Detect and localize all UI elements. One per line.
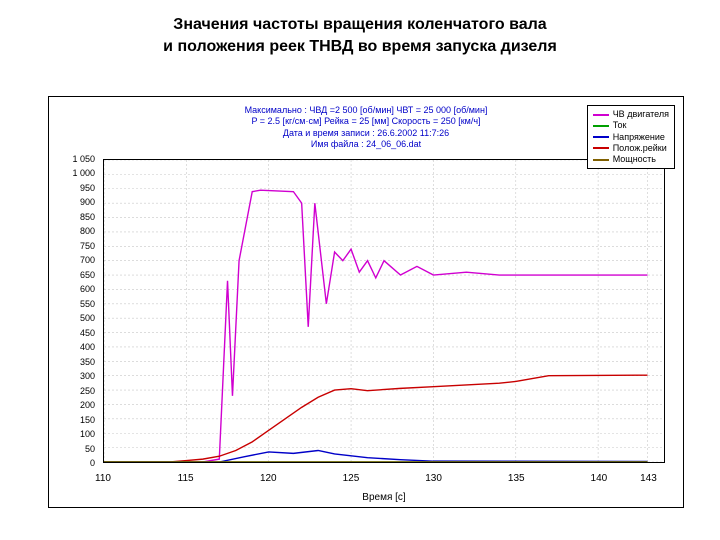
y-tick-label: 300 (80, 371, 95, 381)
y-tick-label: 700 (80, 255, 95, 265)
y-tick-label: 850 (80, 212, 95, 222)
y-tick-label: 0 (90, 458, 95, 468)
y-tick-label: 950 (80, 183, 95, 193)
legend-swatch-icon (593, 125, 609, 127)
y-tick-label: 650 (80, 270, 95, 280)
y-tick-label: 1 000 (72, 168, 95, 178)
x-axis-label: Время [с] (362, 492, 405, 503)
plot-svg (104, 160, 664, 462)
series-rpm (104, 190, 648, 462)
legend-swatch-icon (593, 159, 609, 161)
chart-container: Максимально : ЧВД =2 500 [об/мин] ЧВТ = … (48, 96, 684, 508)
y-tick-label: 50 (85, 444, 95, 454)
y-tick-label: 400 (80, 342, 95, 352)
x-tick-label: 130 (425, 473, 442, 484)
legend-label: Мощность (613, 154, 656, 165)
y-tick-label: 1 050 (72, 154, 95, 164)
x-tick-label: 125 (343, 473, 360, 484)
y-tick-label: 750 (80, 241, 95, 251)
legend-label: Напряжение (613, 132, 665, 143)
y-tick-label: 200 (80, 400, 95, 410)
y-tick-label: 250 (80, 386, 95, 396)
page-title: Значения частоты вращения коленчатого ва… (0, 0, 720, 57)
plot-area (103, 159, 665, 463)
legend-swatch-icon (593, 147, 609, 149)
x-tick-label: 115 (178, 473, 194, 484)
legend-item: Ток (593, 120, 669, 131)
x-tick-label: 110 (95, 473, 111, 484)
title-line-2: и положения реек ТНВД во время запуска д… (0, 36, 720, 58)
y-tick-label: 500 (80, 313, 95, 323)
legend-item: Мощность (593, 154, 669, 165)
y-axis-ticks: 0501001502002503003504004505005506006507… (49, 159, 99, 463)
legend-item: ЧВ двигателя (593, 109, 669, 120)
legend-label: Ток (613, 120, 627, 131)
y-tick-label: 900 (80, 197, 95, 207)
x-tick-label: 135 (508, 473, 525, 484)
x-tick-label: 143 (640, 473, 657, 484)
legend-swatch-icon (593, 114, 609, 116)
x-tick-label: 120 (260, 473, 277, 484)
y-tick-label: 350 (80, 357, 95, 367)
legend-swatch-icon (593, 136, 609, 138)
legend: ЧВ двигателя Ток Напряжение Полож.рейки … (587, 105, 675, 169)
y-tick-label: 600 (80, 284, 95, 294)
legend-item: Напряжение (593, 132, 669, 143)
y-tick-label: 800 (80, 226, 95, 236)
title-line-1: Значения частоты вращения коленчатого ва… (0, 14, 720, 36)
legend-label: Полож.рейки (613, 143, 667, 154)
y-tick-label: 550 (80, 299, 95, 309)
legend-item: Полож.рейки (593, 143, 669, 154)
legend-label: ЧВ двигателя (613, 109, 669, 120)
y-tick-label: 450 (80, 328, 95, 338)
y-tick-label: 150 (80, 415, 95, 425)
x-tick-label: 140 (591, 473, 608, 484)
y-tick-label: 100 (80, 429, 95, 439)
x-axis-ticks: Время [с] 110115120125130135140143 (103, 467, 665, 507)
